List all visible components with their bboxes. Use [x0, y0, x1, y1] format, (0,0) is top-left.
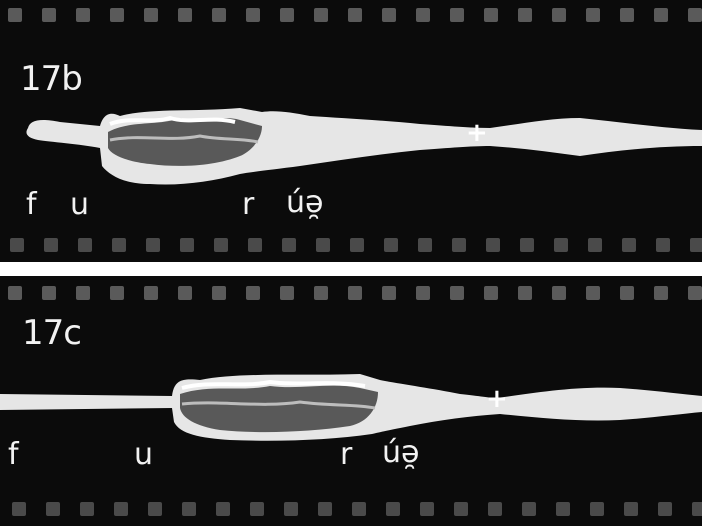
- phoneme-u: u: [70, 190, 89, 220]
- phoneme-f: f: [26, 190, 37, 220]
- waveform-graphic: [0, 276, 702, 526]
- phoneme-ua: úə̯: [286, 188, 323, 218]
- panel-label: 17b: [20, 62, 82, 96]
- film-sprocket-row-bottom: [10, 238, 702, 252]
- film-sprocket-row-top: [8, 286, 702, 300]
- waveform-graphic: [0, 0, 702, 262]
- phoneme-ua: úə̯: [382, 438, 419, 468]
- phoneme-r: r: [242, 190, 254, 220]
- phoneme-u: u: [134, 440, 153, 470]
- spectrogram-panel-17c: 17c f u r úə̯ +: [0, 276, 702, 526]
- boundary-marker-icon: +: [466, 120, 488, 146]
- phoneme-r: r: [340, 440, 352, 470]
- film-sprocket-row-top: [8, 8, 702, 22]
- spectrogram-panel-17b: 17b f u r úə̯ +: [0, 0, 702, 262]
- phoneme-f: f: [8, 440, 19, 470]
- boundary-marker-icon: +: [486, 386, 508, 412]
- panel-label: 17c: [22, 316, 81, 350]
- film-sprocket-row-bottom: [12, 502, 702, 516]
